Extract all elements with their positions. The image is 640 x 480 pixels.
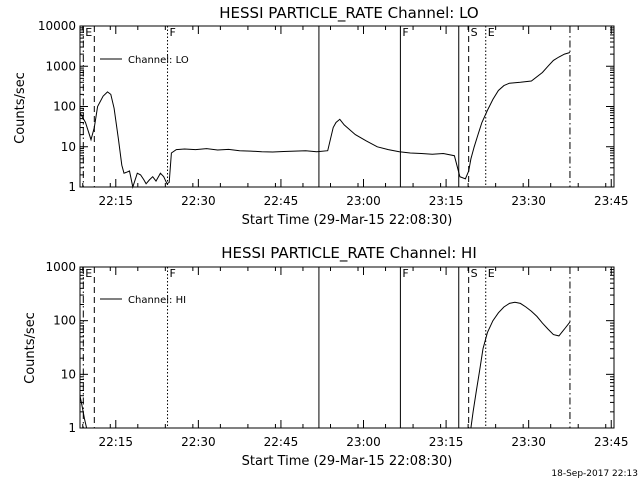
x-tick-label: 23:30	[511, 194, 546, 208]
series-line-hi-1	[470, 301, 571, 429]
marker-label: F	[402, 26, 408, 39]
panel-lo-y-axis: 1 10 100 1000 10000	[38, 19, 614, 194]
panel-hi-series	[79, 301, 571, 429]
marker-label: F	[170, 26, 176, 39]
x-tick-label: 22:30	[181, 194, 216, 208]
x-tick-label: 23:15	[429, 435, 464, 449]
y-tick-label: 10000	[38, 19, 76, 33]
x-tick-label: 23:45	[594, 435, 629, 449]
panel-hi-x-axis: 22:15 22:30 22:45 23:00 23:15 23:30 23:45	[82, 267, 629, 449]
x-tick-label: 22:45	[264, 194, 299, 208]
x-tick-label: 22:45	[264, 435, 299, 449]
y-tick-label: 1000	[45, 59, 76, 73]
panel-lo-series	[79, 52, 571, 189]
panel-hi-ylabel: Counts/sec	[23, 312, 38, 384]
marker-label: E	[488, 26, 495, 39]
x-tick-label: 22:30	[181, 435, 216, 449]
y-tick-label: 10	[61, 140, 76, 154]
marker-label: E	[85, 267, 92, 280]
x-tick-label: 22:15	[98, 194, 133, 208]
y-tick-label: 1	[68, 180, 76, 194]
y-tick-label: 1	[68, 421, 76, 435]
y-tick-label: 1000	[45, 260, 76, 274]
panel-lo-x-axis: 22:15 22:30 22:45 23:00 23:15 23:30 23:45	[82, 26, 629, 208]
panel-hi-title: HESSI PARTICLE_RATE Channel: HI	[221, 244, 477, 263]
y-tick-label: 100	[53, 314, 76, 328]
panel-lo-xlabel: Start Time (29-Mar-15 22:08:30)	[242, 213, 453, 228]
series-line-lo-0	[79, 52, 571, 189]
panel-hi-legend: Channel: HI	[100, 295, 186, 306]
panel-lo-ylabel: Counts/sec	[13, 72, 28, 144]
panel-lo: HESSI PARTICLE_RATE Channel: LO Counts/s…	[13, 4, 629, 228]
x-tick-label: 23:00	[346, 194, 381, 208]
x-tick-label: 23:45	[594, 194, 629, 208]
panel-hi-xlabel: Start Time (29-Mar-15 22:08:30)	[242, 454, 453, 469]
marker-label: F	[170, 267, 176, 280]
x-tick-label: 23:30	[511, 435, 546, 449]
marker-label: S	[471, 267, 478, 280]
panel-lo-title: HESSI PARTICLE_RATE Channel: LO	[219, 4, 478, 23]
series-line-hi-0	[79, 395, 88, 429]
panel-hi-frame	[79, 266, 615, 429]
panel-hi-legend-label: Channel: HI	[128, 295, 186, 306]
y-tick-label: 100	[53, 100, 76, 114]
footer-timestamp: 18-Sep-2017 22:13	[551, 469, 638, 479]
panel-lo-legend: Channel: LO	[100, 55, 189, 66]
x-tick-label: 23:00	[346, 435, 381, 449]
marker-label: S	[471, 26, 478, 39]
y-tick-label: 10	[61, 367, 76, 381]
marker-label: E	[488, 267, 495, 280]
x-tick-label: 22:15	[98, 435, 133, 449]
panel-lo-legend-label: Channel: LO	[128, 55, 189, 66]
marker-label: F	[402, 267, 408, 280]
panel-hi-y-axis: 1 10 100 1000	[45, 260, 614, 435]
x-tick-label: 23:15	[429, 194, 464, 208]
panel-hi: HESSI PARTICLE_RATE Channel: HI Counts/s…	[23, 244, 629, 469]
marker-label: E	[85, 26, 92, 39]
